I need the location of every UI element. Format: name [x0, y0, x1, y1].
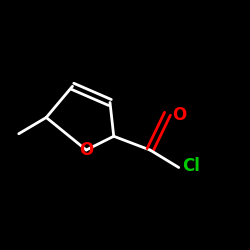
Text: Cl: Cl: [182, 157, 200, 175]
Text: O: O: [79, 141, 94, 159]
Text: O: O: [172, 106, 186, 124]
